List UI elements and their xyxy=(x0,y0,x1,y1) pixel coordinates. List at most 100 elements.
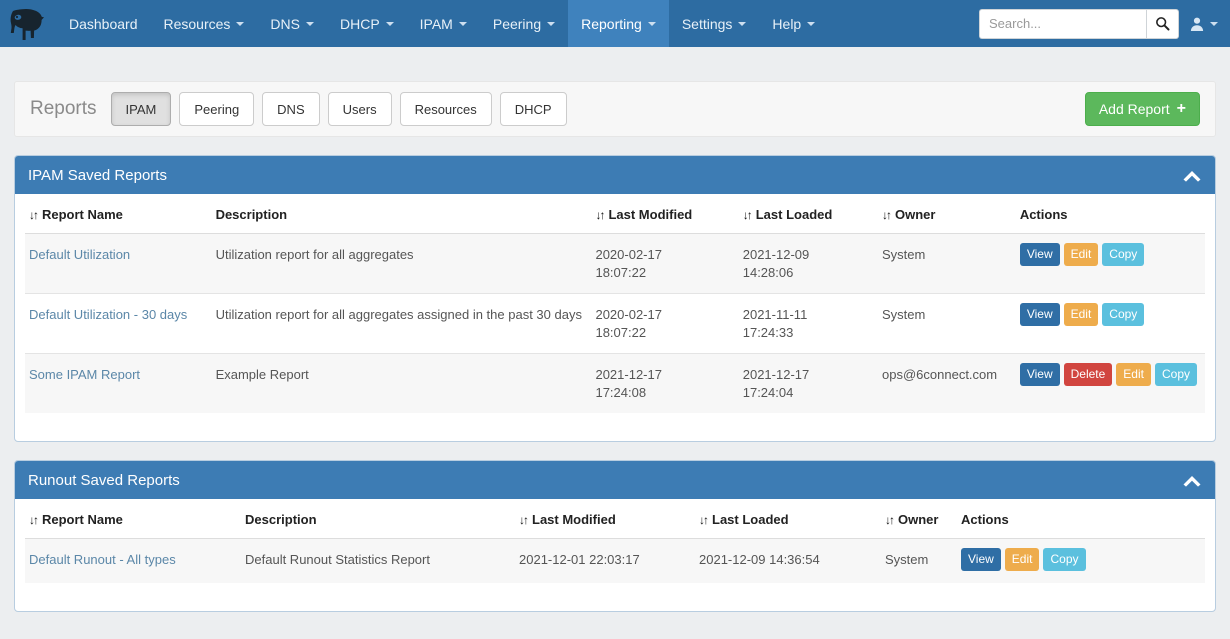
report-name-link[interactable]: Some IPAM Report xyxy=(29,367,141,383)
sort-icon[interactable]: ↓↑ xyxy=(29,208,39,222)
chevron-down-icon xyxy=(385,21,394,26)
edit-button[interactable]: Edit xyxy=(1063,303,1099,327)
cell-last-loaded: 2021-12-17 17:24:04 xyxy=(738,353,879,414)
col-owner[interactable]: ↓↑ Owner xyxy=(881,499,957,540)
search-input[interactable] xyxy=(979,8,1146,39)
chevron-down-icon xyxy=(807,21,816,26)
panel-title: IPAM Saved Reports xyxy=(28,166,167,184)
cell-report-name: Default Utilization - 30 days xyxy=(25,293,212,355)
cell-last-loaded: 2021-12-09 14:28:06 xyxy=(738,233,879,295)
nav-item-ipam[interactable]: IPAM xyxy=(407,0,480,47)
col-report-name[interactable]: ↓↑ Report Name xyxy=(25,499,241,540)
report-name-link[interactable]: Default Runout - All types xyxy=(29,552,176,568)
col-last-loaded[interactable]: ↓↑ Last Loaded xyxy=(695,499,881,540)
view-button[interactable]: View xyxy=(1019,363,1060,387)
runout-table-body: Default Runout - All types Default Runout… xyxy=(25,538,1205,584)
nav-label: Peering xyxy=(492,15,542,32)
user-menu[interactable] xyxy=(1179,16,1222,32)
col-last-modified[interactable]: ↓↑ Last Modified xyxy=(515,499,695,540)
table-row: Some IPAM Report Example Report 2021-12-17… xyxy=(25,353,1205,414)
chevron-down-icon xyxy=(1210,21,1218,26)
col-actions: Actions xyxy=(957,499,1205,540)
copy-button[interactable]: Copy xyxy=(1102,243,1145,266)
nav-item-peering[interactable]: Peering xyxy=(480,0,568,47)
report-type-dns[interactable]: DNS xyxy=(262,92,320,126)
nav-item-resources[interactable]: Resources xyxy=(151,0,258,47)
search-button[interactable] xyxy=(1146,8,1179,39)
report-name-link[interactable]: Default Utilization xyxy=(29,247,131,262)
elephant-logo-icon[interactable] xyxy=(0,0,56,47)
report-name-link[interactable]: Default Utilization - 30 days xyxy=(29,307,188,323)
plus-icon: + xyxy=(1176,100,1186,117)
report-type-bar: Reports IPAM Peering DNS Users Resources… xyxy=(14,81,1216,137)
col-label: Description xyxy=(245,512,317,528)
copy-button[interactable]: Copy xyxy=(1154,363,1197,387)
sort-icon[interactable]: ↓↑ xyxy=(742,208,753,222)
sort-icon[interactable]: ↓↑ xyxy=(699,513,709,528)
col-label: Last Loaded xyxy=(712,512,789,528)
report-type-dhcp[interactable]: DHCP xyxy=(499,92,567,126)
copy-button[interactable]: Copy xyxy=(1043,548,1086,572)
cell-actions: View Delete Edit Copy xyxy=(1015,353,1205,414)
runout-reports-table: ↓↑ Report Name Description ↓↑ Last Modifie… xyxy=(25,499,1205,584)
edit-button[interactable]: Edit xyxy=(1116,363,1151,387)
table-header: ↓↑ Report Name Description ↓↑ Last Modifie… xyxy=(25,194,1205,234)
report-type-resources[interactable]: Resources xyxy=(399,92,492,126)
nav-items: Dashboard Resources DNS DHCP IPAM Peerin… xyxy=(56,0,828,47)
cell-description: Utilization report for all aggregates xyxy=(211,233,592,295)
col-label: Report Name xyxy=(42,207,123,222)
cell-actions: View Edit Copy xyxy=(957,538,1205,584)
sort-icon[interactable]: ↓↑ xyxy=(882,208,892,222)
nav-item-settings[interactable]: Settings xyxy=(669,0,760,47)
report-type-peering[interactable]: Peering xyxy=(179,92,255,126)
delete-button[interactable]: Delete xyxy=(1063,363,1113,387)
nav-label: Help xyxy=(772,15,802,32)
table-row: Default Utilization Utilization report fo… xyxy=(25,233,1205,295)
edit-button[interactable]: Edit xyxy=(1004,548,1040,572)
report-type-users[interactable]: Users xyxy=(327,92,392,126)
page-content: Reports IPAM Peering DNS Users Resources… xyxy=(0,81,1230,613)
sort-icon[interactable]: ↓↑ xyxy=(595,208,605,222)
panel-header: IPAM Saved Reports xyxy=(15,156,1215,194)
cell-last-modified: 2021-12-01 22:03:17 xyxy=(515,538,695,584)
nav-item-help[interactable]: Help xyxy=(759,0,828,47)
table-header: ↓↑ Report Name Description ↓↑ Last Modifie… xyxy=(25,499,1205,540)
chevron-up-icon[interactable] xyxy=(1182,474,1202,487)
sort-icon[interactable]: ↓↑ xyxy=(885,513,895,528)
panel-title: Runout Saved Reports xyxy=(28,471,180,489)
report-type-ipam[interactable]: IPAM xyxy=(110,92,172,126)
panel-body: ↓↑ Report Name Description ↓↑ Last Modifie… xyxy=(15,194,1215,441)
sort-icon[interactable]: ↓↑ xyxy=(519,513,529,528)
view-button[interactable]: View xyxy=(1019,243,1060,266)
col-label: Actions xyxy=(961,512,1009,528)
cell-last-modified: 2021-12-17 17:24:08 xyxy=(591,353,739,414)
cell-owner: System xyxy=(878,293,1016,355)
nav-item-dashboard[interactable]: Dashboard xyxy=(56,0,151,47)
col-report-name[interactable]: ↓↑ Report Name xyxy=(25,194,212,234)
col-actions: Actions xyxy=(1015,194,1205,234)
sort-icon[interactable]: ↓↑ xyxy=(29,513,39,528)
add-report-button[interactable]: Add Report + xyxy=(1084,92,1200,126)
panel-body: ↓↑ Report Name Description ↓↑ Last Modifie… xyxy=(15,499,1215,611)
top-navbar: Dashboard Resources DNS DHCP IPAM Peerin… xyxy=(0,0,1230,47)
chevron-up-icon[interactable] xyxy=(1182,169,1202,182)
col-label: Actions xyxy=(1019,207,1068,222)
nav-label: DNS xyxy=(270,15,300,32)
col-owner[interactable]: ↓↑ Owner xyxy=(878,194,1016,234)
chevron-down-icon xyxy=(458,21,467,26)
copy-button[interactable]: Copy xyxy=(1102,303,1145,327)
col-label: Owner xyxy=(898,512,939,528)
col-last-modified[interactable]: ↓↑ Last Modified xyxy=(591,194,739,234)
cell-description: Utilization report for all aggregates as… xyxy=(211,293,592,355)
col-last-loaded[interactable]: ↓↑ Last Loaded xyxy=(738,194,879,234)
cell-last-loaded: 2021-11-11 17:24:33 xyxy=(738,293,879,355)
cell-report-name: Some IPAM Report xyxy=(25,353,212,414)
view-button[interactable]: View xyxy=(961,548,1001,572)
nav-item-dhcp[interactable]: DHCP xyxy=(327,0,407,47)
edit-button[interactable]: Edit xyxy=(1063,243,1099,266)
view-button[interactable]: View xyxy=(1019,303,1060,327)
nav-item-reporting[interactable]: Reporting xyxy=(568,0,669,47)
cell-description: Example Report xyxy=(211,353,592,414)
nav-item-dns[interactable]: DNS xyxy=(257,0,327,47)
cell-actions: View Edit Copy xyxy=(1015,293,1205,355)
